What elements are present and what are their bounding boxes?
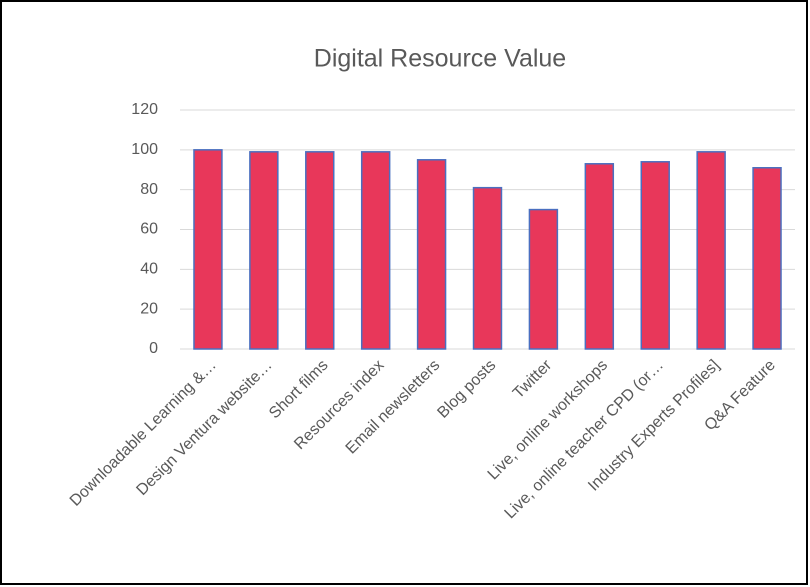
- chart-title: Digital Resource Value: [314, 45, 566, 73]
- bar: [249, 151, 279, 350]
- y-tick-label: 120: [131, 101, 158, 118]
- y-tick-label: 100: [131, 141, 158, 158]
- bar: [584, 163, 615, 350]
- bar: [696, 151, 726, 350]
- y-tick-label: 0: [149, 340, 158, 357]
- bar: [472, 186, 503, 350]
- y-tick-label: 40: [140, 261, 158, 278]
- bar: [752, 167, 782, 350]
- y-tick-label: 80: [140, 181, 158, 198]
- bar: [305, 151, 335, 350]
- bar: [416, 159, 447, 350]
- bar: [193, 149, 223, 350]
- bar: [360, 151, 391, 350]
- bar: [640, 161, 670, 350]
- y-tick-label: 60: [140, 221, 158, 238]
- y-tick-label: 20: [140, 300, 158, 317]
- bar: [528, 208, 559, 350]
